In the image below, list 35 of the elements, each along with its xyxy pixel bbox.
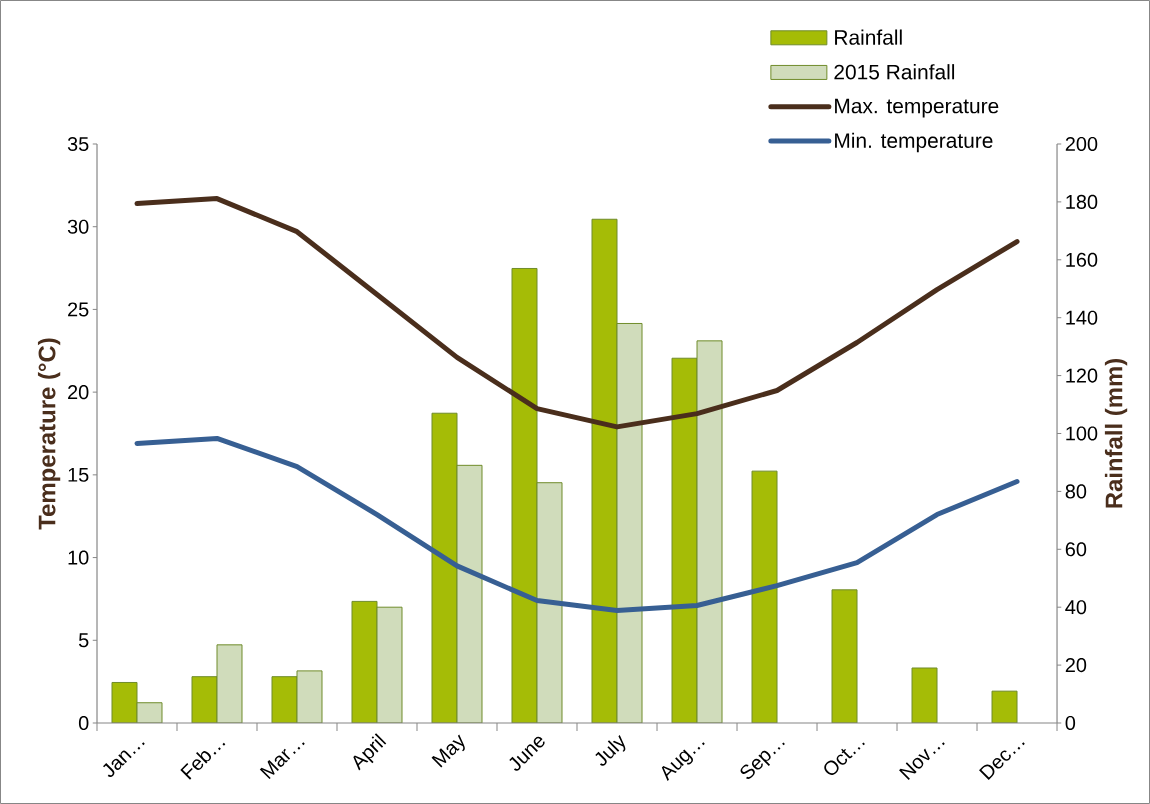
x-tick-label: July (595, 735, 626, 766)
y2-tick-label: 80 (1065, 484, 1087, 499)
bar (216, 644, 243, 723)
y2-tick-label: 20 (1065, 658, 1087, 673)
y-axis-title: Temperature (°C) (37, 338, 61, 530)
bar (536, 482, 563, 723)
y-tick-label: 25 (68, 302, 89, 317)
y-tick-label: 20 (68, 385, 89, 400)
y2-axis-title: Rainfall (mm) (1104, 358, 1128, 508)
x-tick-label: May (431, 734, 465, 768)
y-tick-label: 35 (67, 136, 89, 152)
x-tick-label: Oct… (824, 742, 865, 775)
y2-tick-label: 100 (1066, 426, 1098, 441)
bar (351, 600, 378, 723)
y2-tick-label: 120 (1066, 368, 1098, 383)
bar (591, 218, 618, 723)
y-tick-label: 30 (67, 219, 89, 234)
y2-tick-label: 180 (1066, 194, 1098, 209)
bar (431, 412, 458, 723)
y2-tick-label: 140 (1066, 310, 1098, 325)
y2-tick-label: 60 (1065, 542, 1087, 557)
y2-tick-label: 200 (1065, 136, 1098, 152)
y2-tick-label: 40 (1065, 600, 1087, 615)
bar (831, 589, 858, 723)
y2-tick-label: 160 (1066, 252, 1098, 267)
legend-label: Max. temperature (835, 98, 999, 118)
legend-label: 2015 Rainfall (834, 64, 955, 80)
y-tick-label: 0 (78, 715, 89, 731)
y-tick-label: 5 (78, 633, 89, 648)
legend-label: Rainfall (835, 29, 902, 45)
bar (376, 606, 403, 723)
y-tick-label: 10 (68, 550, 89, 565)
y2-tick-label: 0 (1065, 715, 1076, 731)
legend-label: Min. temperature (835, 132, 993, 153)
y-tick-label: 15 (68, 467, 89, 482)
